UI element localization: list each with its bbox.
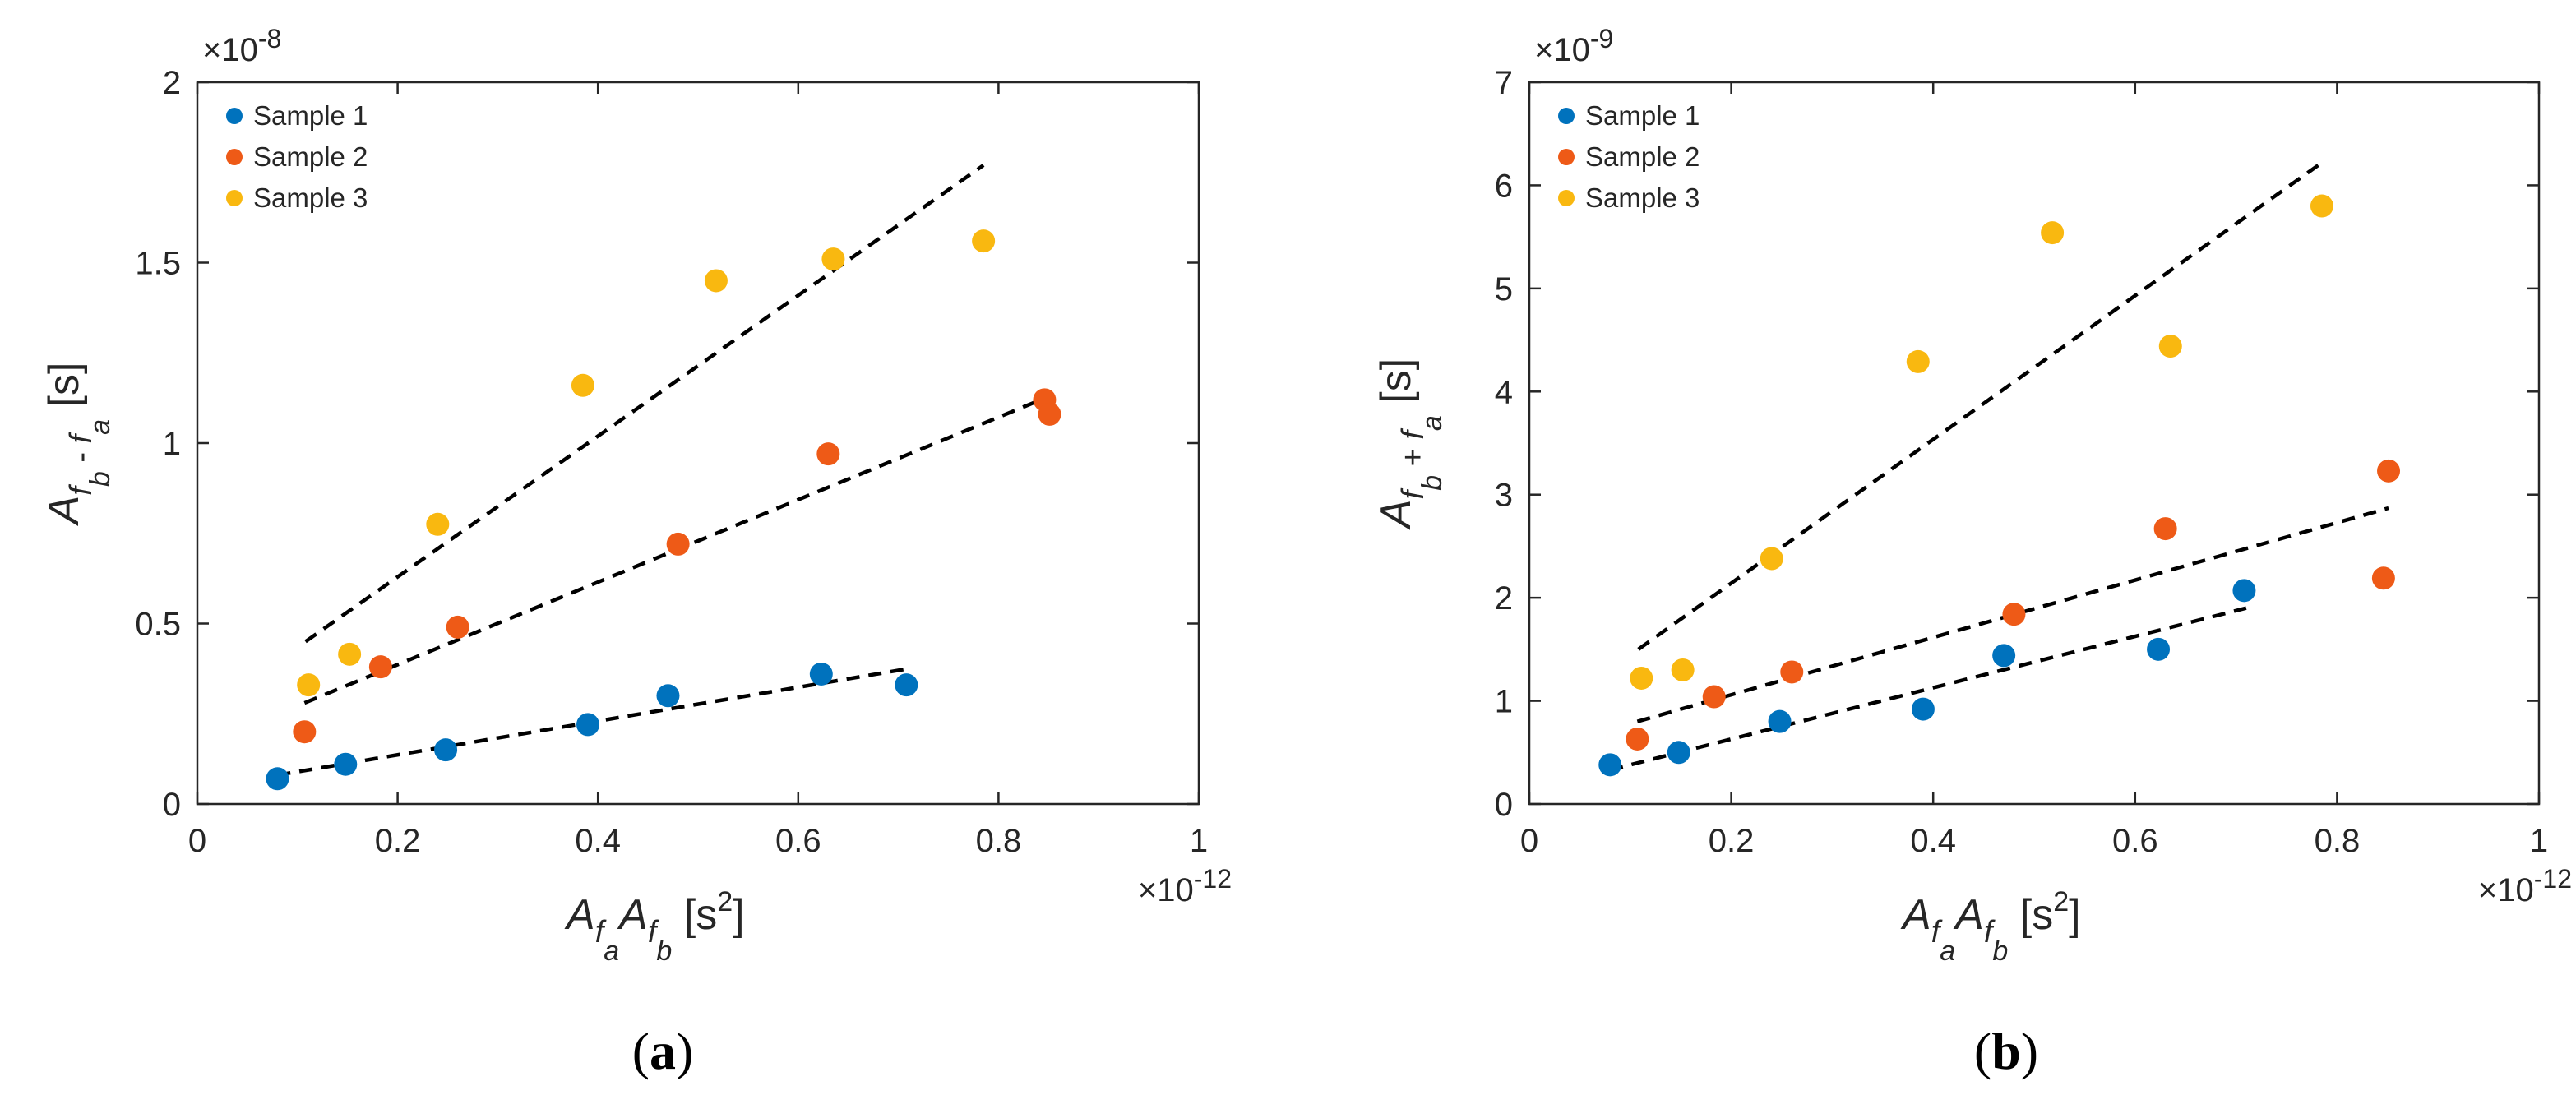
point-sample-3 [972, 229, 996, 253]
legend-marker [1558, 190, 1575, 206]
point-sample-3 [1760, 547, 1783, 571]
x-exponent: ×10-12 [2478, 864, 2572, 908]
fit-line-sample-3 [1637, 161, 2324, 651]
point-sample-1 [334, 752, 358, 776]
point-sample-3 [704, 269, 728, 293]
y-tick-label: 1 [1495, 684, 1513, 720]
point-sample-2 [293, 720, 317, 744]
point-sample-2 [1038, 402, 1061, 426]
x-tick-label: 0.8 [976, 823, 1022, 859]
point-sample-2 [2153, 517, 2177, 541]
x-tick-label: 1 [1190, 823, 1208, 859]
point-sample-1 [1768, 709, 1792, 733]
x-axis-label: AfaAfb [s2] [564, 886, 745, 967]
axes-box [1528, 81, 2541, 806]
x-axis-label: AfaAfb [s2] [1900, 886, 2081, 967]
x-exponent: ×10-12 [1138, 864, 1232, 908]
x-tick-label: 0 [1520, 823, 1538, 859]
point-sample-2 [666, 532, 690, 556]
caption: (a) [632, 1022, 694, 1080]
y-tick-label: 0 [163, 787, 181, 823]
fit-line-sample-3 [304, 164, 985, 644]
legend-label: Sample 3 [1585, 182, 1700, 213]
y-tick-label: 2 [163, 65, 181, 101]
point-sample-2 [1626, 727, 1649, 751]
point-sample-2 [816, 442, 840, 466]
point-sample-3 [1630, 666, 1653, 690]
y-tick-label: 5 [1495, 271, 1513, 307]
x-tick-label: 0.4 [1910, 823, 1956, 859]
x-tick-label: 0.2 [1709, 823, 1755, 859]
x-tick-label: 0.6 [2112, 823, 2158, 859]
y-tick-label: 0 [1495, 787, 1513, 823]
y-tick-label: 4 [1495, 374, 1513, 410]
point-sample-2 [1702, 685, 1726, 709]
point-sample-1 [266, 767, 289, 791]
point-sample-1 [1911, 697, 1935, 721]
y-tick-label: 1.5 [135, 246, 181, 282]
y-tick-label: 7 [1495, 65, 1513, 101]
point-sample-3 [297, 673, 321, 697]
y-tick-label: 0.5 [135, 607, 181, 643]
chart-a: 0 0.2 0.4 0.6 0.8 1 0 0.5 1 1.5 2 ×10-8 ×10-12 Sample… [40, 24, 1232, 1080]
x-tick-label: 0.6 [775, 823, 821, 859]
point-sample-3 [2310, 194, 2333, 218]
point-sample-3 [2158, 335, 2182, 358]
point-sample-3 [426, 512, 450, 536]
point-sample-1 [1598, 753, 1622, 777]
point-sample-1 [2232, 579, 2256, 603]
legend-marker [226, 149, 243, 165]
point-sample-3 [821, 247, 845, 271]
legend-label: Sample 1 [253, 100, 368, 131]
legend-marker [1558, 149, 1575, 165]
point-sample-3 [1906, 349, 1930, 373]
y-exponent: ×10-8 [202, 24, 281, 68]
point-sample-2 [2371, 566, 2395, 590]
point-sample-1 [1667, 741, 1690, 765]
legend-label: Sample 1 [1585, 100, 1700, 131]
y-tick-label: 6 [1495, 168, 1513, 204]
y-tick-label: 2 [1495, 580, 1513, 617]
y-tick-label: 1 [163, 426, 181, 462]
legend-label: Sample 2 [1585, 141, 1700, 172]
point-sample-2 [2002, 603, 2026, 626]
point-sample-1 [809, 662, 833, 686]
point-sample-3 [1671, 658, 1695, 681]
point-sample-1 [434, 738, 458, 762]
point-sample-2 [368, 655, 392, 679]
x-tick-label: 0.2 [375, 823, 421, 859]
chart-b: 0 0.2 0.4 0.6 0.8 1 0 1 2 3 4 5 6 7 ×10-9 ×10-12 Sample … [1372, 24, 2572, 1080]
caption: (b) [1974, 1022, 2038, 1080]
point-sample-2 [2377, 459, 2401, 483]
x-tick-label: 0.8 [2315, 823, 2361, 859]
x-tick-label: 0 [188, 823, 206, 859]
point-sample-1 [656, 684, 680, 708]
x-tick-label: 1 [2530, 823, 2548, 859]
y-axis-label: Afb - fa [s] [40, 363, 116, 527]
point-sample-1 [2147, 637, 2171, 661]
point-sample-1 [576, 713, 600, 737]
point-sample-1 [1992, 644, 2016, 668]
legend-marker [1558, 108, 1575, 124]
legend-marker [226, 108, 243, 124]
point-sample-2 [446, 615, 469, 639]
legend-label: Sample 3 [253, 182, 368, 213]
y-tick-label: 3 [1495, 478, 1513, 514]
point-sample-3 [2041, 221, 2065, 245]
y-axis-label: Afb + fa [s] [1372, 358, 1448, 530]
fit-line-sample-1 [1609, 606, 2247, 772]
x-tick-label: 0.4 [575, 823, 621, 859]
point-sample-1 [895, 673, 918, 697]
point-sample-3 [338, 642, 362, 666]
legend-label: Sample 2 [253, 141, 368, 172]
legend-marker [226, 190, 243, 206]
point-sample-2 [1780, 660, 1804, 684]
point-sample-3 [571, 373, 594, 397]
y-exponent: ×10-9 [1534, 24, 1613, 68]
